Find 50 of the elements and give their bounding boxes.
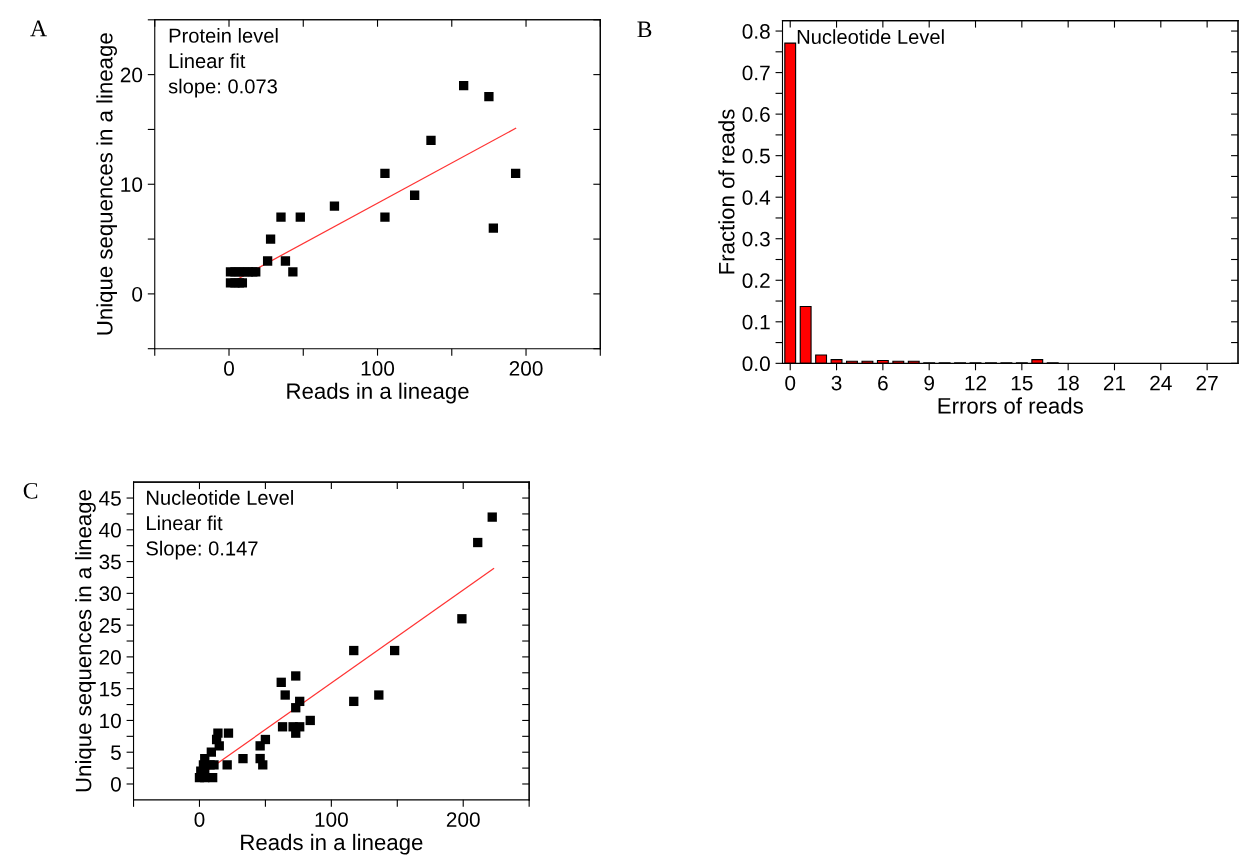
y-axis-title: Unique sequences in a lineage [96,33,117,335]
text: B [637,21,652,38]
y-tick-label: 15 [100,681,121,697]
y-tick-label: 5 [110,745,121,760]
y-tick-label: 0.8 [742,24,770,39]
y-axis-title: Unique sequences in a lineage [75,490,96,792]
y-tick-label: 0.0 [742,356,770,372]
text: C [23,482,38,499]
y-tick-label: 10 [100,713,121,729]
x-tick-label: 0 [785,375,796,391]
y-tick-label: 30 [99,586,121,602]
y-axis-title: Fraction of reads [718,109,735,274]
annotation: Nucleotide Level [797,29,944,45]
y-tick-label: 0 [110,776,121,792]
x-tick-label: 27 [1196,375,1218,391]
y-tick-label: 25 [99,618,121,633]
y-tick-label: 40 [99,522,121,538]
y-tick-label: 45 [99,491,121,506]
y-tick-label: 0.7 [742,65,770,81]
x-tick-label: 24 [1150,375,1172,391]
y-tick-label: 20 [120,67,143,83]
x-tick-label: 200 [509,361,543,376]
x-axis-title: Errors of reads [938,397,1083,414]
y-tick-label: 35 [99,554,121,570]
y-tick-label: 10 [121,177,143,193]
y-tick-label: 0.5 [742,148,770,164]
x-tick-label: 100 [361,361,395,376]
y-tick-label: 0.4 [742,190,771,205]
x-tick-label: 100 [315,812,348,827]
x-tick-label: 0 [224,361,234,376]
x-tick-label: 0 [194,812,205,827]
x-tick-label: 12 [965,375,987,391]
x-tick-label: 9 [924,375,934,391]
y-tick-label: 0.1 [742,314,770,330]
y-tick-label: 0.6 [742,107,770,122]
annotation: Nucleotide Level Linear fit Slope: 0.147 [146,490,293,560]
y-tick-label: 20 [99,649,121,665]
y-tick-label: 0.2 [742,273,770,289]
y-tick-label: 0 [132,286,143,302]
text: A [30,20,47,37]
x-tick-label: 6 [878,375,888,391]
annotation: Protein level Linear fit slope: 0.073 [168,28,278,98]
x-axis-title: Reads in a lineage [241,833,423,855]
x-tick-label: 3 [831,375,842,391]
x-tick-label: 200 [446,812,480,827]
x-tick-label: 18 [1058,375,1079,391]
x-tick-label: 21 [1103,375,1126,391]
x-axis-title: Reads in a lineage [287,382,469,404]
x-tick-label: 15 [1011,375,1033,391]
y-tick-label: 0.3 [742,231,770,247]
